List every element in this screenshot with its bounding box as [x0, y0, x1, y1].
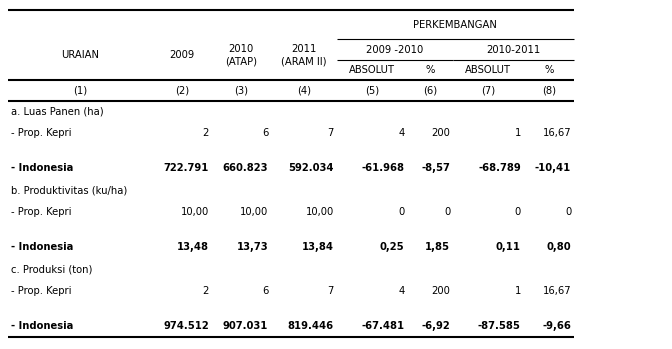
- Text: 7: 7: [328, 286, 334, 296]
- Text: -87.585: -87.585: [478, 321, 521, 331]
- Text: -6,92: -6,92: [421, 321, 450, 331]
- Text: 13,48: 13,48: [177, 242, 209, 252]
- Text: 0: 0: [398, 207, 405, 217]
- Text: 6: 6: [262, 128, 268, 139]
- Text: 6: 6: [262, 286, 268, 296]
- Text: 16,67: 16,67: [542, 128, 571, 139]
- Text: (5): (5): [365, 86, 379, 95]
- Text: 722.791: 722.791: [163, 163, 209, 173]
- Text: 2009 -2010: 2009 -2010: [366, 45, 423, 54]
- Text: b. Produktivitas (ku/ha): b. Produktivitas (ku/ha): [11, 185, 128, 195]
- Text: PERKEMBANGAN: PERKEMBANGAN: [413, 20, 497, 30]
- Text: 0,25: 0,25: [380, 242, 405, 252]
- Text: 10,00: 10,00: [306, 207, 334, 217]
- Text: 7: 7: [328, 128, 334, 139]
- Text: 4: 4: [398, 128, 405, 139]
- Text: 1: 1: [515, 128, 521, 139]
- Text: 2010-2011: 2010-2011: [487, 45, 540, 54]
- Text: (1): (1): [73, 86, 87, 95]
- Text: - Prop. Kepri: - Prop. Kepri: [11, 286, 72, 296]
- Text: 819.446: 819.446: [288, 321, 334, 331]
- Text: 2009: 2009: [169, 51, 195, 60]
- Text: 2010
(ATAP): 2010 (ATAP): [225, 44, 257, 67]
- Text: 592.034: 592.034: [288, 163, 334, 173]
- Text: - Indonesia: - Indonesia: [11, 242, 74, 252]
- Text: 1,85: 1,85: [425, 242, 450, 252]
- Text: -68.789: -68.789: [478, 163, 521, 173]
- Text: 907.031: 907.031: [222, 321, 268, 331]
- Text: 2011
(ARAM II): 2011 (ARAM II): [281, 44, 327, 67]
- Text: - Prop. Kepri: - Prop. Kepri: [11, 207, 72, 217]
- Text: 0,80: 0,80: [546, 242, 571, 252]
- Text: -67.481: -67.481: [362, 321, 405, 331]
- Text: 16,67: 16,67: [542, 286, 571, 296]
- Text: 0: 0: [444, 207, 450, 217]
- Text: URAIAN: URAIAN: [61, 51, 99, 60]
- Text: 200: 200: [431, 286, 450, 296]
- Text: -61.968: -61.968: [362, 163, 405, 173]
- Text: 0: 0: [565, 207, 571, 217]
- Text: - Indonesia: - Indonesia: [11, 163, 74, 173]
- Text: 2: 2: [203, 286, 209, 296]
- Text: 10,00: 10,00: [240, 207, 268, 217]
- Text: 1: 1: [515, 286, 521, 296]
- Text: a. Luas Panen (ha): a. Luas Panen (ha): [11, 106, 104, 117]
- Text: ABSOLUT: ABSOLUT: [349, 65, 395, 75]
- Text: -9,66: -9,66: [542, 321, 571, 331]
- Text: 13,73: 13,73: [237, 242, 268, 252]
- Text: (8): (8): [542, 86, 556, 95]
- Text: 2: 2: [203, 128, 209, 139]
- Text: %: %: [544, 65, 553, 75]
- Text: 200: 200: [431, 128, 450, 139]
- Text: (2): (2): [175, 86, 190, 95]
- Text: (4): (4): [297, 86, 310, 95]
- Text: -10,41: -10,41: [535, 163, 571, 173]
- Text: %: %: [425, 65, 435, 75]
- Text: (3): (3): [235, 86, 248, 95]
- Text: -8,57: -8,57: [421, 163, 450, 173]
- Text: ABSOLUT: ABSOLUT: [465, 65, 511, 75]
- Text: (6): (6): [423, 86, 437, 95]
- Text: - Prop. Kepri: - Prop. Kepri: [11, 128, 72, 139]
- Text: 4: 4: [398, 286, 405, 296]
- Text: (7): (7): [481, 86, 495, 95]
- Text: 974.512: 974.512: [163, 321, 209, 331]
- Text: 0,11: 0,11: [496, 242, 521, 252]
- Text: 660.823: 660.823: [222, 163, 268, 173]
- Text: - Indonesia: - Indonesia: [11, 321, 74, 331]
- Text: 13,84: 13,84: [302, 242, 334, 252]
- Text: c. Produksi (ton): c. Produksi (ton): [11, 264, 93, 274]
- Text: 0: 0: [515, 207, 521, 217]
- Text: 10,00: 10,00: [181, 207, 209, 217]
